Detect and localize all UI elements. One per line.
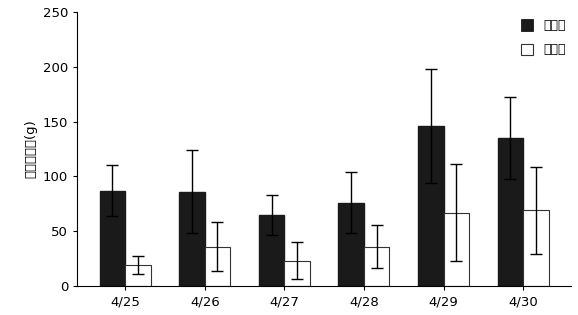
Bar: [443, 213, 469, 286]
Bar: [339, 203, 364, 286]
Y-axis label: 화분야집량(g): 화분야집량(g): [24, 120, 38, 178]
Bar: [179, 192, 205, 286]
Bar: [284, 261, 310, 286]
Bar: [364, 247, 390, 286]
Bar: [205, 247, 230, 286]
Bar: [498, 138, 523, 286]
Bar: [125, 265, 151, 286]
Bar: [418, 126, 443, 286]
Legend: 장원벨, 일반벨: 장원벨, 일반벨: [517, 15, 570, 60]
Bar: [259, 215, 284, 286]
Bar: [99, 191, 125, 286]
Bar: [523, 210, 549, 286]
